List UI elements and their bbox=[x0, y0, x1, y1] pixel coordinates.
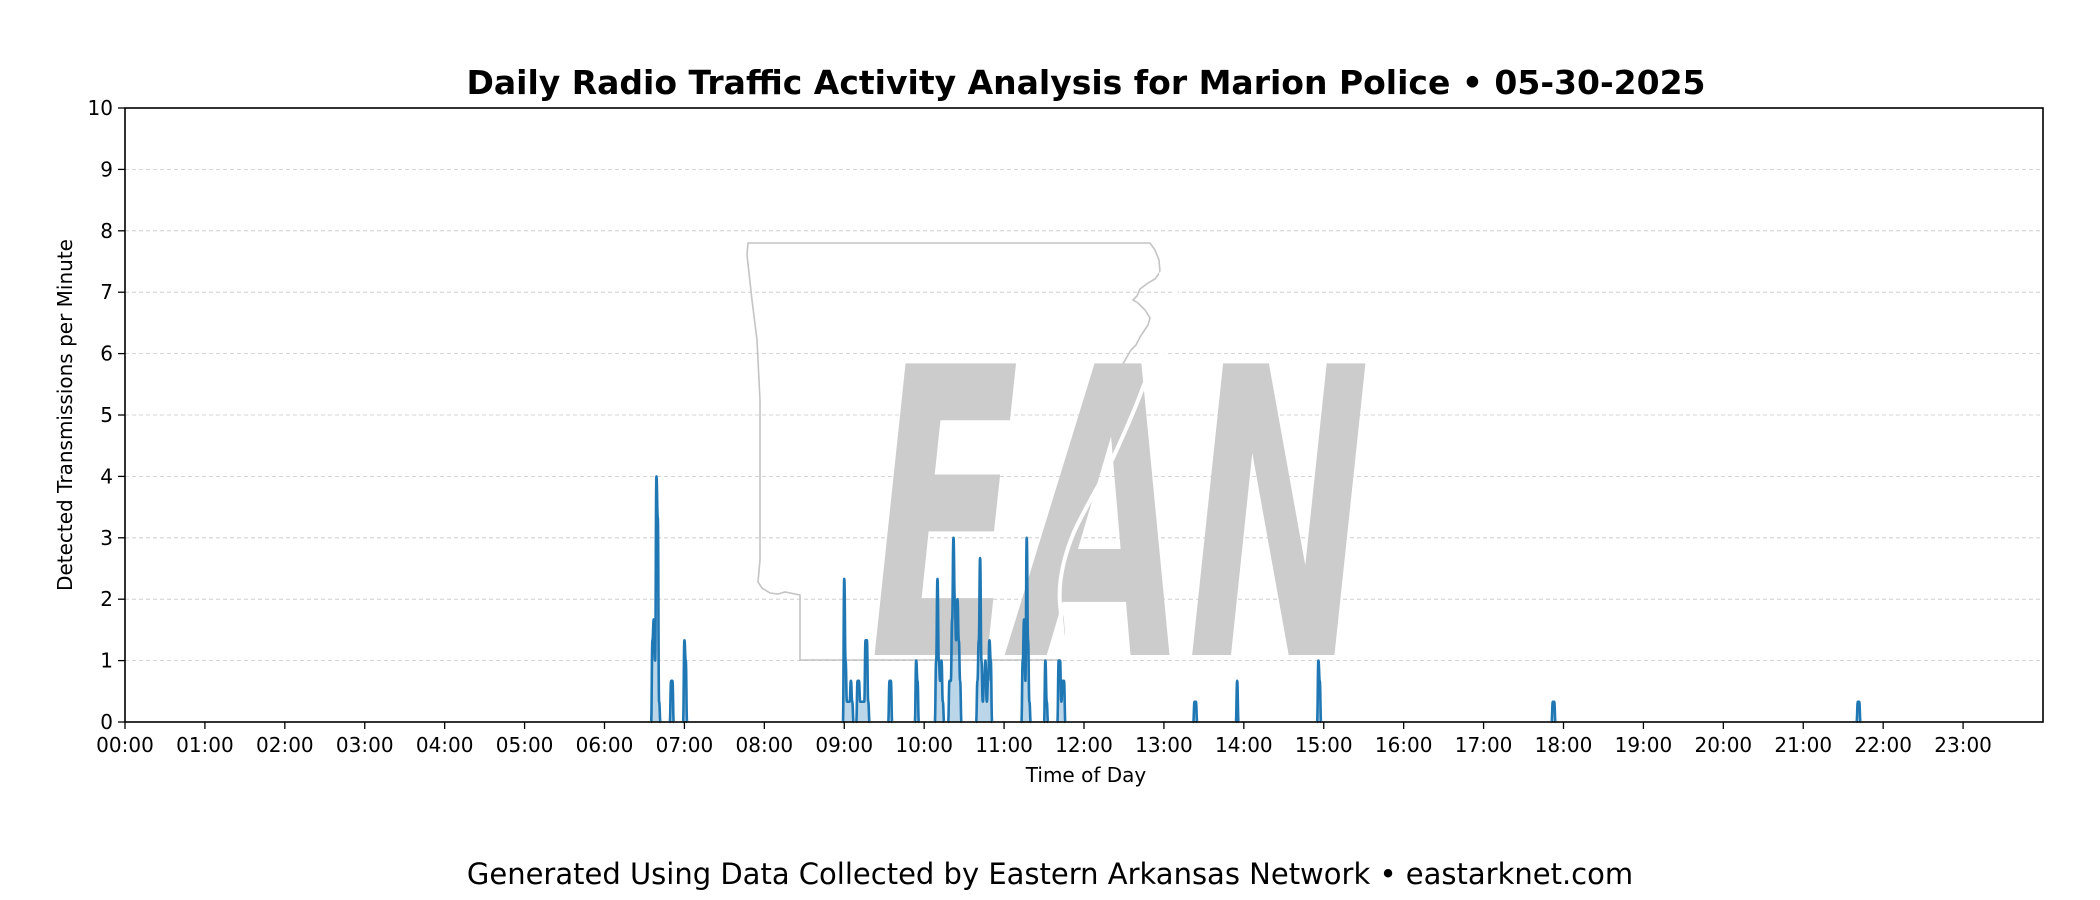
y-tick-label: 7 bbox=[100, 280, 113, 304]
activity-line bbox=[886, 679, 894, 724]
y-axis: 0 1 2 3 4 5 6 7 8 9 10 bbox=[88, 96, 125, 734]
data-series bbox=[649, 475, 1862, 724]
y-tick-label: 9 bbox=[100, 157, 113, 181]
activity-line bbox=[1042, 659, 1050, 724]
x-tick-label: 21:00 bbox=[1774, 733, 1832, 757]
y-tick-label: 4 bbox=[100, 464, 113, 488]
activity-line bbox=[1020, 536, 1033, 724]
y-tick-label: 2 bbox=[100, 587, 113, 611]
activity-line bbox=[913, 659, 921, 724]
y-axis-label: Detected Transmissions per Minute bbox=[53, 239, 77, 591]
activity-line bbox=[1056, 659, 1067, 724]
x-tick-label: 10:00 bbox=[895, 733, 953, 757]
activity-line bbox=[1191, 700, 1199, 724]
chart-title: Daily Radio Traffic Activity Analysis fo… bbox=[466, 63, 1705, 102]
x-tick-label: 16:00 bbox=[1375, 733, 1433, 757]
x-tick-label: 09:00 bbox=[815, 733, 873, 757]
activity-line bbox=[1855, 700, 1862, 724]
x-axis: 00:00 01:00 02:00 03:00 04:00 05:00 06:00 07:00… bbox=[96, 722, 1992, 757]
activity-line bbox=[1234, 679, 1240, 724]
x-tick-label: 05:00 bbox=[496, 733, 554, 757]
activity-line bbox=[681, 639, 689, 724]
activity-line bbox=[974, 556, 994, 724]
ean-watermark-logo: EAN bbox=[746, 242, 1370, 750]
y-tick-label: 10 bbox=[88, 96, 113, 120]
y-tick-label: 1 bbox=[100, 649, 113, 673]
x-tick-label: 11:00 bbox=[975, 733, 1033, 757]
x-tick-label: 02:00 bbox=[256, 733, 314, 757]
x-tick-label: 13:00 bbox=[1135, 733, 1193, 757]
x-tick-label: 03:00 bbox=[336, 733, 394, 757]
activity-line bbox=[946, 536, 963, 724]
y-tick-label: 0 bbox=[100, 710, 113, 734]
activity-line bbox=[668, 679, 676, 724]
arkansas-outline bbox=[746, 242, 1161, 661]
y-tick-label: 3 bbox=[100, 526, 113, 550]
mississippi-river-line bbox=[1057, 270, 1184, 661]
activity-line bbox=[1315, 659, 1323, 724]
y-tick-label: 5 bbox=[100, 403, 113, 427]
x-tick-label: 22:00 bbox=[1854, 733, 1912, 757]
x-tick-label: 14:00 bbox=[1215, 733, 1273, 757]
x-tick-label: 17:00 bbox=[1455, 733, 1513, 757]
watermark-ean-text: EAN bbox=[870, 285, 1370, 750]
x-tick-label: 07:00 bbox=[656, 733, 714, 757]
grid-lines bbox=[125, 168, 2043, 661]
x-tick-label: 19:00 bbox=[1615, 733, 1673, 757]
x-tick-label: 00:00 bbox=[96, 733, 154, 757]
activity-line bbox=[854, 639, 871, 724]
x-tick-label: 18:00 bbox=[1535, 733, 1593, 757]
x-tick-label: 08:00 bbox=[736, 733, 794, 757]
x-tick-label: 15:00 bbox=[1295, 733, 1353, 757]
x-axis-label: Time of Day bbox=[1025, 763, 1147, 787]
activity-line bbox=[649, 475, 662, 724]
x-tick-label: 12:00 bbox=[1055, 733, 1113, 757]
activity-line bbox=[933, 577, 946, 724]
x-tick-label: 04:00 bbox=[416, 733, 474, 757]
y-tick-label: 8 bbox=[100, 219, 113, 243]
y-tick-label: 6 bbox=[100, 342, 113, 366]
x-tick-label: 06:00 bbox=[576, 733, 634, 757]
x-tick-label: 01:00 bbox=[176, 733, 234, 757]
x-tick-label: 23:00 bbox=[1934, 733, 1992, 757]
footer-credit: Generated Using Data Collected by Easter… bbox=[467, 857, 1633, 891]
activity-line bbox=[1550, 700, 1557, 724]
x-tick-label: 20:00 bbox=[1695, 733, 1753, 757]
activity-line bbox=[841, 577, 855, 724]
